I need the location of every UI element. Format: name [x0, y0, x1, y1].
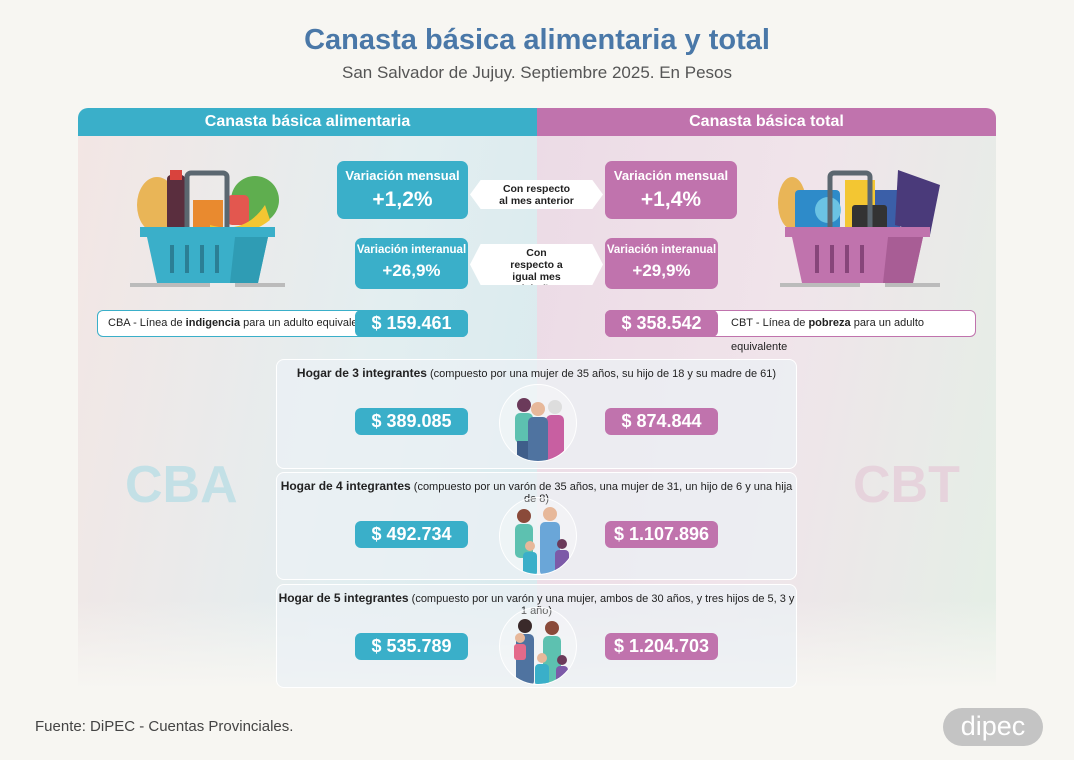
cbt-line-bold: pobreza — [808, 317, 851, 329]
household-title: Hogar de 3 integrantes (compuesto por un… — [296, 366, 777, 380]
family-4-icon — [499, 497, 577, 575]
cba-yearly-value: +26,9% — [382, 261, 441, 280]
cbt-header: Canasta básica total — [537, 108, 996, 136]
cbt-monthly-value: +1,4% — [640, 188, 702, 211]
cba-line-suffix: para un adulto equivalente — [240, 317, 373, 329]
dipec-logo: dipec — [943, 708, 1043, 746]
cba-adult-value: $ 159.461 — [355, 310, 468, 337]
food-basket-icon — [130, 170, 285, 287]
household-cba-value: $ 389.085 — [355, 408, 468, 435]
household-5: Hogar de 5 integrantes (compuesto por un… — [276, 584, 797, 688]
cba-yearly-label: Variación interanual — [356, 244, 467, 256]
household-cba-value: $ 535.789 — [355, 633, 468, 660]
cbt-line-suffix: para un adulto equivalente — [731, 317, 925, 353]
cbt-monthly-variation: Variación mensual +1,4% — [605, 161, 737, 219]
family-3-icon — [499, 384, 577, 462]
family-5-icon — [499, 607, 577, 685]
cba-yearly-variation: Variación interanual +26,9% — [355, 238, 468, 289]
household-cbt-value: $ 874.844 — [605, 408, 718, 435]
household-4: Hogar de 4 integrantes (compuesto por un… — [276, 472, 797, 580]
cbt-monthly-label: Variación mensual — [613, 168, 729, 183]
goods-basket-icon — [778, 170, 940, 287]
household-cbt-value: $ 1.204.703 — [605, 633, 718, 660]
cbt-yearly-label: Variación interanual — [606, 244, 717, 256]
yearly-note: Con respecto a igual mes del año anterio… — [470, 244, 603, 285]
cba-header: Canasta básica alimentaria — [78, 108, 537, 136]
cba-monthly-value: +1,2% — [372, 188, 433, 211]
page-title: Canasta básica alimentaria y total — [304, 24, 770, 56]
source-note: Fuente: DiPEC - Cuentas Provinciales. — [35, 718, 294, 735]
cbt-adult-value: $ 358.542 — [605, 310, 718, 337]
cba-monthly-variation: Variación mensual +1,2% — [337, 161, 468, 219]
cba-watermark: CBA — [125, 456, 238, 514]
cba-line-prefix: CBA - Línea de — [108, 317, 186, 329]
cba-line-bold: indigencia — [185, 317, 241, 329]
household-3: Hogar de 3 integrantes (compuesto por un… — [276, 359, 797, 469]
cbt-line-prefix: CBT - Línea de — [731, 317, 809, 329]
household-cba-value: $ 492.734 — [355, 521, 468, 548]
cbt-yearly-value: +29,9% — [632, 261, 691, 280]
household-cbt-value: $ 1.107.896 — [605, 521, 718, 548]
cba-monthly-label: Variación mensual — [345, 168, 460, 183]
page-subtitle: San Salvador de Jujuy. Septiembre 2025. … — [342, 63, 732, 82]
cbt-watermark: CBT — [853, 456, 960, 514]
monthly-note: Con respecto al mes anterior — [470, 180, 603, 209]
cbt-yearly-variation: Variación interanual +29,9% — [605, 238, 718, 289]
